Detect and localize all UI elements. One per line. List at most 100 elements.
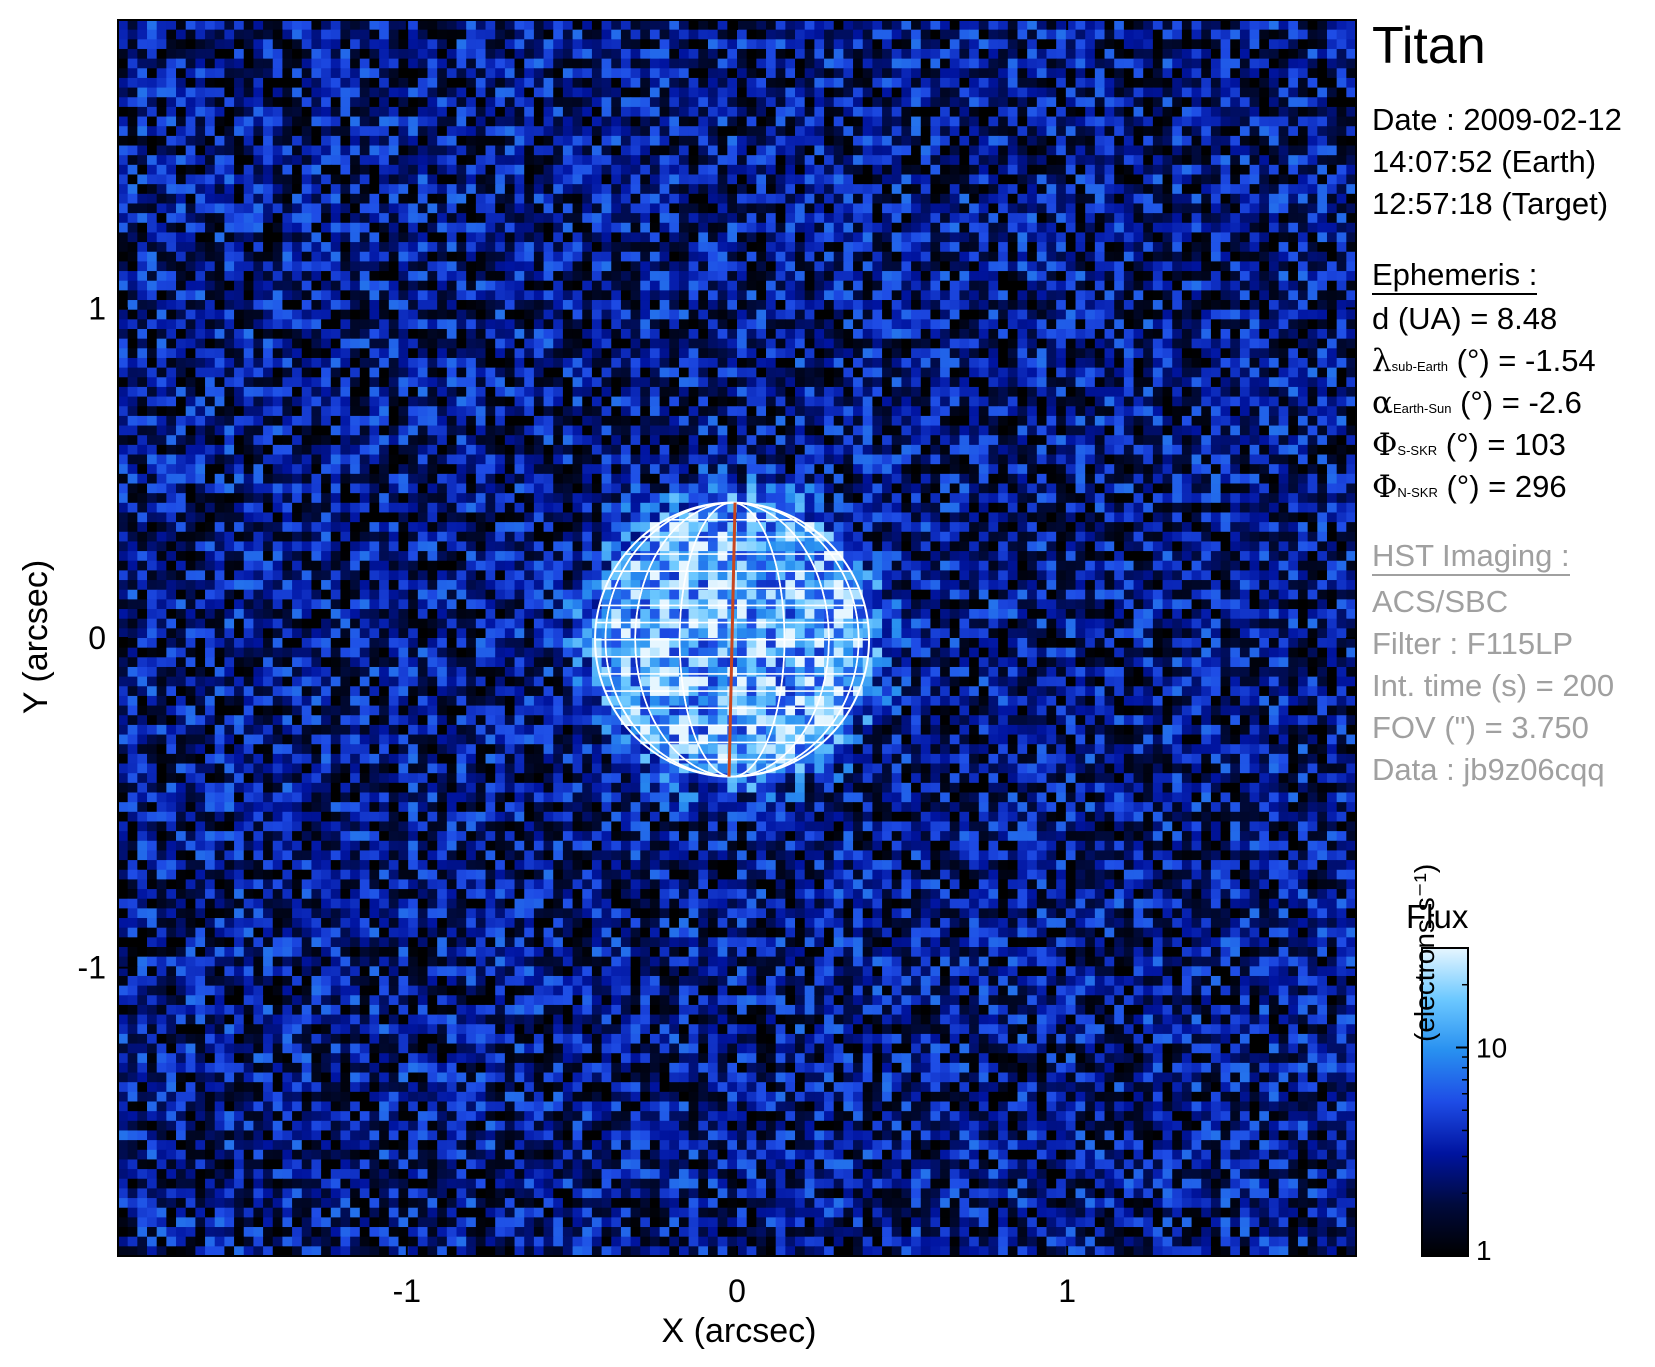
- flux-pixel: [669, 126, 680, 137]
- flux-pixel: [234, 174, 245, 185]
- flux-pixel: [127, 338, 138, 349]
- flux-pixel: [243, 135, 254, 147]
- flux-pixel: [814, 232, 825, 243]
- flux-pixel: [350, 116, 361, 127]
- flux-pixel: [611, 319, 622, 330]
- flux-pixel: [1123, 242, 1135, 253]
- flux-pixel: [1085, 300, 1096, 311]
- flux-pixel: [795, 145, 806, 156]
- flux-pixel: [978, 357, 990, 369]
- flux-pixel: [872, 367, 883, 378]
- flux-pixel: [427, 87, 438, 98]
- flux-pixel: [350, 87, 361, 98]
- flux-pixel: [862, 193, 873, 205]
- flux-pixel: [998, 116, 1009, 127]
- flux-pixel: [620, 87, 632, 98]
- flux-pixel: [1230, 29, 1241, 40]
- flux-pixel: [446, 145, 458, 156]
- flux-pixel: [205, 48, 216, 60]
- flux-pixel: [930, 367, 941, 378]
- flux-pixel: [1230, 290, 1241, 301]
- flux-pixel: [456, 135, 467, 147]
- flux-pixel: [756, 174, 767, 185]
- flux-pixel: [630, 106, 641, 118]
- flux-pixel: [1065, 309, 1077, 320]
- flux-pixel: [659, 309, 670, 320]
- flux-pixel: [417, 20, 429, 31]
- flux-pixel: [814, 222, 825, 234]
- flux-pixel: [688, 386, 699, 398]
- flux-pixel: [853, 126, 864, 137]
- flux-pixel: [214, 377, 225, 388]
- flux-pixel: [1307, 20, 1318, 31]
- flux-pixel: [920, 271, 932, 282]
- flux-pixel: [969, 39, 980, 50]
- flux-pixel: [1220, 126, 1231, 137]
- flux-pixel: [1017, 309, 1028, 320]
- flux-pixel: [263, 20, 274, 31]
- flux-pixel: [1249, 367, 1260, 378]
- flux-pixel: [678, 251, 690, 263]
- flux-pixel: [833, 77, 844, 89]
- flux-pixel: [243, 290, 254, 301]
- flux-pixel: [156, 377, 167, 388]
- flux-pixel: [1114, 261, 1125, 272]
- flux-pixel: [446, 106, 458, 118]
- flux-pixel: [156, 58, 167, 69]
- flux-pixel: [1307, 348, 1318, 359]
- flux-pixel: [408, 377, 419, 388]
- flux-pixel: [379, 68, 390, 79]
- flux-pixel: [176, 126, 187, 137]
- flux-pixel: [698, 271, 709, 282]
- flux-pixel: [1210, 97, 1222, 108]
- flux-pixel: [591, 126, 603, 137]
- flux-pixel: [1220, 300, 1231, 311]
- flux-pixel: [1239, 106, 1251, 118]
- flux-pixel: [766, 319, 777, 330]
- flux-pixel: [340, 290, 351, 301]
- flux-pixel: [1259, 39, 1270, 50]
- flux-pixel: [814, 203, 825, 214]
- flux-pixel: [156, 271, 167, 282]
- flux-pixel: [118, 97, 129, 108]
- flux-pixel: [988, 87, 999, 98]
- flux-pixel: [766, 116, 777, 127]
- flux-pixel: [1036, 319, 1048, 330]
- flux-pixel: [234, 232, 245, 243]
- flux-pixel: [1104, 348, 1115, 359]
- flux-pixel: [795, 77, 806, 89]
- flux-pixel: [949, 329, 961, 340]
- flux-pixel: [804, 329, 815, 340]
- flux-pixel: [147, 203, 158, 214]
- flux-pixel: [882, 348, 893, 359]
- flux-pixel: [466, 48, 477, 60]
- flux-pixel: [891, 48, 903, 60]
- flux-pixel: [1007, 222, 1019, 234]
- flux-pixel: [514, 251, 525, 263]
- flux-pixel: [1114, 164, 1125, 176]
- flux-pixel: [543, 338, 554, 349]
- flux-pixel: [978, 106, 990, 118]
- flux-pixel: [1336, 329, 1347, 340]
- flux-pixel: [795, 329, 806, 340]
- flux-pixel: [340, 309, 351, 320]
- flux-pixel: [572, 319, 583, 330]
- flux-pixel: [562, 20, 574, 31]
- flux-pixel: [166, 145, 177, 156]
- flux-pixel: [659, 135, 670, 147]
- flux-pixel: [649, 329, 661, 340]
- flux-pixel: [1346, 135, 1357, 147]
- flux-pixel: [911, 271, 922, 282]
- flux-pixel: [582, 300, 593, 311]
- flux-pixel: [920, 338, 932, 349]
- flux-pixel: [253, 97, 264, 108]
- flux-pixel: [853, 386, 864, 398]
- flux-pixel: [166, 20, 177, 31]
- flux-pixel: [282, 300, 293, 311]
- flux-pixel: [282, 87, 293, 98]
- flux-pixel: [843, 232, 854, 243]
- flux-pixel: [630, 309, 641, 320]
- flux-pixel: [649, 242, 661, 253]
- flux-pixel: [166, 193, 177, 205]
- flux-pixel: [495, 193, 506, 205]
